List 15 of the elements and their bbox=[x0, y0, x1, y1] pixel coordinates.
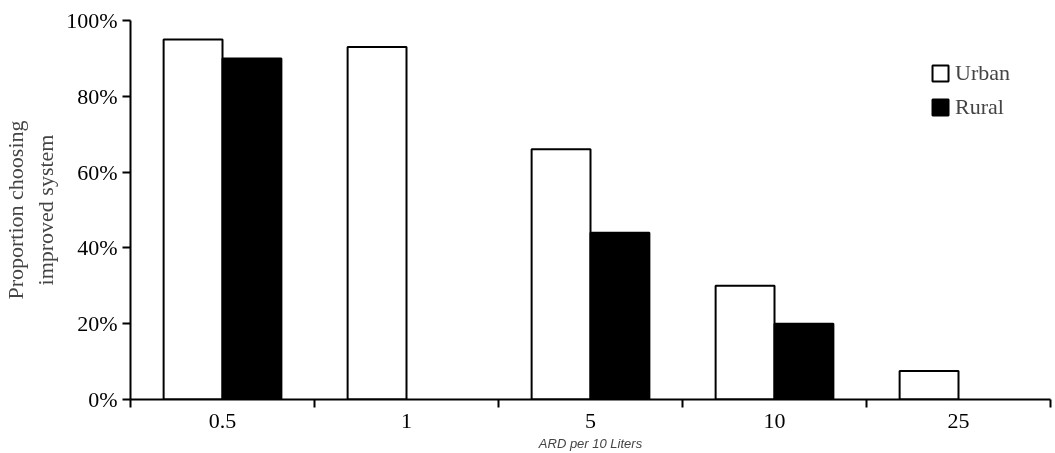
y-tick-label: 0% bbox=[88, 387, 118, 412]
y-tick-label: 80% bbox=[77, 83, 118, 109]
x-tick-label: 25 bbox=[947, 407, 970, 433]
legend-label: Urban bbox=[955, 60, 1010, 86]
x-tick-label: 1 bbox=[401, 407, 412, 433]
y-tick-label: 60% bbox=[77, 159, 118, 185]
y-axis-title: Proportion choosing improved system bbox=[3, 120, 59, 300]
y-tick-label: 20% bbox=[77, 311, 118, 337]
x-tick-label: 5 bbox=[585, 407, 596, 433]
y-tick-label: 40% bbox=[77, 235, 118, 261]
legend-label: Rural bbox=[955, 94, 1004, 120]
x-tick-label: 0.5 bbox=[208, 407, 237, 433]
y-tick-label: 100% bbox=[66, 8, 118, 33]
x-tick-label: 10 bbox=[763, 407, 786, 433]
x-axis-title: ARD per 10 Liters bbox=[537, 435, 643, 451]
